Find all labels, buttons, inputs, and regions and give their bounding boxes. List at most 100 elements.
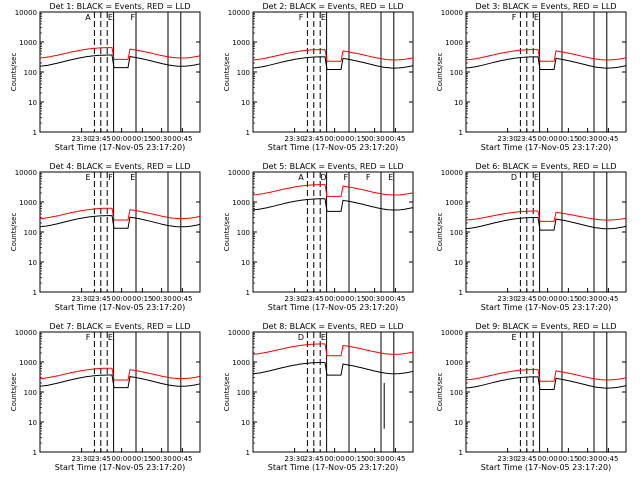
x-tick-label: 00:15: [558, 135, 578, 143]
flag-marker: E: [388, 173, 393, 182]
x-tick-label: 00:15: [345, 455, 365, 463]
y-tick-label: 10000: [15, 169, 37, 177]
x-tick-label: 23:45: [304, 135, 324, 143]
y-tick-label: 10000: [228, 9, 250, 17]
flag-marker: D: [298, 333, 304, 342]
y-tick-label: 10: [454, 259, 463, 267]
y-axis-label: Counts/sec: [436, 213, 444, 252]
flag-marker: E: [108, 333, 113, 342]
flag-marker: F: [366, 173, 371, 182]
y-tick-label: 1: [246, 129, 250, 137]
flag-marker: E: [108, 13, 113, 22]
y-tick-label: 1000: [445, 359, 463, 367]
x-tick-label: 00:00: [325, 135, 345, 143]
plot-frame: [252, 171, 414, 293]
y-tick-label: 10: [28, 259, 37, 267]
flag-marker: F: [86, 333, 91, 342]
flag-marker: E: [321, 333, 326, 342]
flag-marker: F: [512, 13, 517, 22]
flag-marker: A: [85, 13, 91, 22]
flag-marker: D: [320, 173, 326, 182]
series-events: [252, 362, 414, 376]
x-tick-label: 00:30: [578, 295, 598, 303]
y-tick-label: 10000: [15, 329, 37, 337]
y-axis-label: Counts/sec: [10, 53, 18, 92]
x-tick-label: 00:45: [598, 295, 618, 303]
panel-title: Det 5: BLACK = Events, RED = LLD: [263, 162, 404, 171]
y-tick-label: 100: [237, 69, 250, 77]
panel-title: Det 3: BLACK = Events, RED = LLD: [476, 2, 617, 11]
flag-marker: E: [321, 13, 326, 22]
x-axis-label: Start Time (17-Nov-05 23:17:20): [55, 143, 185, 152]
x-tick-label: 00:45: [598, 455, 618, 463]
x-tick-label: 00:45: [385, 455, 405, 463]
series-lld: [465, 210, 627, 222]
flag-marker: D: [511, 173, 517, 182]
x-tick-label: 00:15: [132, 295, 152, 303]
plot-frame: [39, 11, 201, 133]
series-events: [252, 198, 414, 212]
y-tick-label: 10: [241, 419, 250, 427]
x-tick-label: 00:00: [538, 455, 558, 463]
panel-det-4: Det 4: BLACK = Events, RED = LLD 1 10 100 10…: [10, 162, 201, 312]
series-lld: [39, 207, 201, 221]
y-axis-label: Counts/sec: [10, 373, 18, 412]
panel-title: Det 6: BLACK = Events, RED = LLD: [476, 162, 617, 171]
y-tick-label: 100: [237, 389, 250, 397]
series-events: [465, 217, 627, 231]
panel-title: Det 9: BLACK = Events, RED = LLD: [476, 322, 617, 331]
y-tick-label: 100: [24, 389, 37, 397]
x-axis-label: Start Time (17-Nov-05 23:17:20): [55, 303, 185, 312]
x-tick-label: 00:30: [578, 455, 598, 463]
y-tick-label: 1000: [232, 199, 250, 207]
y-axis-label: Counts/sec: [10, 213, 18, 252]
y-tick-label: 10: [241, 259, 250, 267]
panel-title: Det 1: BLACK = Events, RED = LLD: [50, 2, 191, 11]
panel-det-6: Det 6: BLACK = Events, RED = LLD 1 10 100 10…: [436, 162, 627, 312]
series-lld: [39, 367, 201, 381]
series-events: [39, 54, 201, 69]
y-axis-label: Counts/sec: [223, 213, 231, 252]
x-axis-label: Start Time (17-Nov-05 23:17:20): [268, 463, 398, 472]
x-tick-label: 23:45: [517, 135, 537, 143]
x-tick-label: 23:45: [91, 135, 111, 143]
flag-marker: E: [534, 173, 539, 182]
x-tick-label: 00:15: [345, 135, 365, 143]
x-tick-label: 23:30: [498, 455, 518, 463]
y-tick-label: 100: [237, 229, 250, 237]
panel-title: Det 2: BLACK = Events, RED = LLD: [263, 2, 404, 11]
x-tick-label: 00:15: [132, 455, 152, 463]
y-tick-label: 100: [450, 229, 463, 237]
series-events: [39, 374, 201, 389]
x-tick-label: 00:45: [385, 295, 405, 303]
panel-det-8: Det 8: BLACK = Events, RED = LLD 1 10 100 10…: [223, 322, 414, 472]
panel-det-5: Det 5: BLACK = Events, RED = LLD 1 10 100 10…: [223, 162, 414, 312]
plot-frame: [39, 171, 201, 293]
x-tick-label: 00:00: [112, 135, 132, 143]
x-tick-label: 00:30: [152, 295, 172, 303]
x-tick-label: 23:30: [498, 135, 518, 143]
y-tick-label: 1000: [445, 199, 463, 207]
y-tick-label: 1000: [232, 359, 250, 367]
x-tick-label: 00:00: [538, 135, 558, 143]
flag-marker: F: [108, 173, 113, 182]
flag-marker: E: [85, 173, 90, 182]
x-tick-label: 00:00: [112, 455, 132, 463]
y-tick-label: 1: [246, 289, 250, 297]
flag-marker: F: [299, 13, 304, 22]
series-lld: [252, 49, 414, 62]
y-tick-label: 1: [459, 449, 463, 457]
plot-frame: [39, 331, 201, 453]
y-tick-label: 10: [241, 99, 250, 107]
y-tick-label: 10: [28, 99, 37, 107]
x-tick-label: 23:30: [285, 295, 305, 303]
x-axis-label: Start Time (17-Nov-05 23:17:20): [268, 143, 398, 152]
plot-frame: [465, 171, 627, 293]
x-tick-label: 23:30: [285, 455, 305, 463]
series-events: [465, 56, 627, 70]
x-axis-label: Start Time (17-Nov-05 23:17:20): [268, 303, 398, 312]
x-tick-label: 00:30: [365, 135, 385, 143]
series-lld: [252, 343, 414, 357]
y-axis-label: Counts/sec: [436, 373, 444, 412]
x-tick-label: 23:30: [72, 455, 92, 463]
